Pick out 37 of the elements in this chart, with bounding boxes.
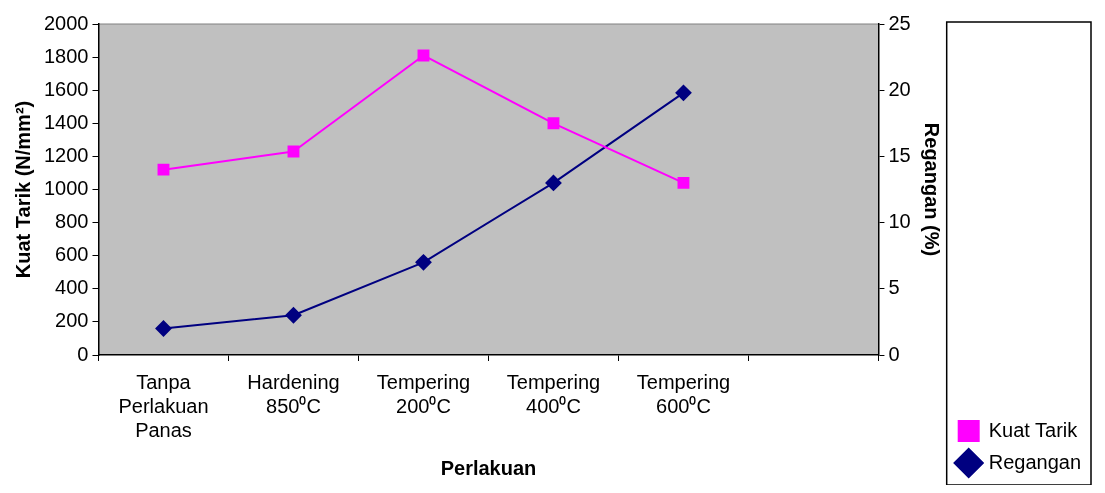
x-tick-label: Tempering 600⁰C	[636, 370, 731, 417]
legend-label: Kuat Tarik	[988, 418, 1079, 441]
y2-tick-label: 0	[888, 342, 900, 365]
legend-label: Regangan	[988, 450, 1082, 473]
x-axis-title: Perlakuan	[440, 456, 537, 479]
point	[417, 49, 430, 62]
x-tick-label: Tanpa Perlakuan Panas	[118, 370, 209, 441]
y-tick-label: 1600	[43, 77, 89, 100]
point	[545, 174, 562, 191]
x-tick-label: Tempering 200⁰C	[376, 370, 471, 417]
y2-tick-label: 5	[888, 276, 900, 299]
y-tick-label: 1800	[43, 44, 89, 67]
y-tick-label: 200	[55, 309, 89, 332]
y-tick-label: 1400	[43, 110, 89, 133]
y-tick-label: 600	[55, 243, 89, 266]
y-tick-label: 1000	[43, 177, 89, 200]
y2-tick-label: 20	[888, 77, 911, 100]
y2-tick-label: 10	[888, 210, 911, 233]
point	[547, 117, 560, 130]
point	[285, 307, 302, 324]
point	[157, 163, 170, 176]
y-tick-label: 400	[55, 276, 89, 299]
y-tick-label: 800	[55, 210, 89, 233]
y-tick-label: 0	[77, 342, 89, 365]
point	[675, 84, 692, 101]
point	[415, 254, 432, 271]
y-tick-label: 1200	[43, 143, 89, 166]
point	[677, 176, 690, 189]
y2-tick-label: 15	[888, 143, 911, 166]
y2-axis-title: Regangan (%)	[921, 122, 944, 257]
y-axis-title: Kuat Tarik (N/mm²)	[11, 100, 34, 279]
x-tick-label: Tempering 400⁰C	[506, 370, 601, 417]
x-tick-label: Hardening 850⁰C	[247, 370, 340, 417]
y-tick-label: 2000	[43, 11, 89, 34]
point	[155, 320, 172, 337]
y2-tick-label: 25	[888, 11, 911, 34]
point	[287, 145, 300, 158]
